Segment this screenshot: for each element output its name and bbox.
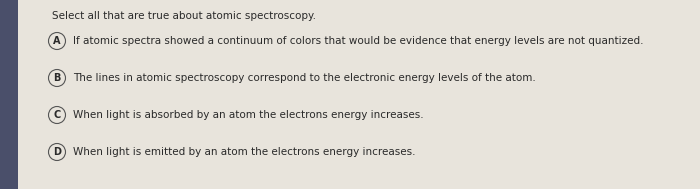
Text: C: C bbox=[53, 110, 61, 120]
Text: The lines in atomic spectroscopy correspond to the electronic energy levels of t: The lines in atomic spectroscopy corresp… bbox=[73, 73, 536, 83]
Circle shape bbox=[48, 143, 66, 160]
Bar bbox=[0, 0, 18, 189]
Circle shape bbox=[48, 33, 66, 50]
Text: When light is emitted by an atom the electrons energy increases.: When light is emitted by an atom the ele… bbox=[73, 147, 416, 157]
Text: B: B bbox=[53, 73, 61, 83]
Text: When light is absorbed by an atom the electrons energy increases.: When light is absorbed by an atom the el… bbox=[73, 110, 424, 120]
Circle shape bbox=[48, 106, 66, 123]
Text: D: D bbox=[53, 147, 61, 157]
Text: If atomic spectra showed a continuum of colors that would be evidence that energ: If atomic spectra showed a continuum of … bbox=[73, 36, 643, 46]
Circle shape bbox=[48, 70, 66, 87]
Text: A: A bbox=[53, 36, 61, 46]
Text: Select all that are true about atomic spectroscopy.: Select all that are true about atomic sp… bbox=[52, 11, 316, 21]
